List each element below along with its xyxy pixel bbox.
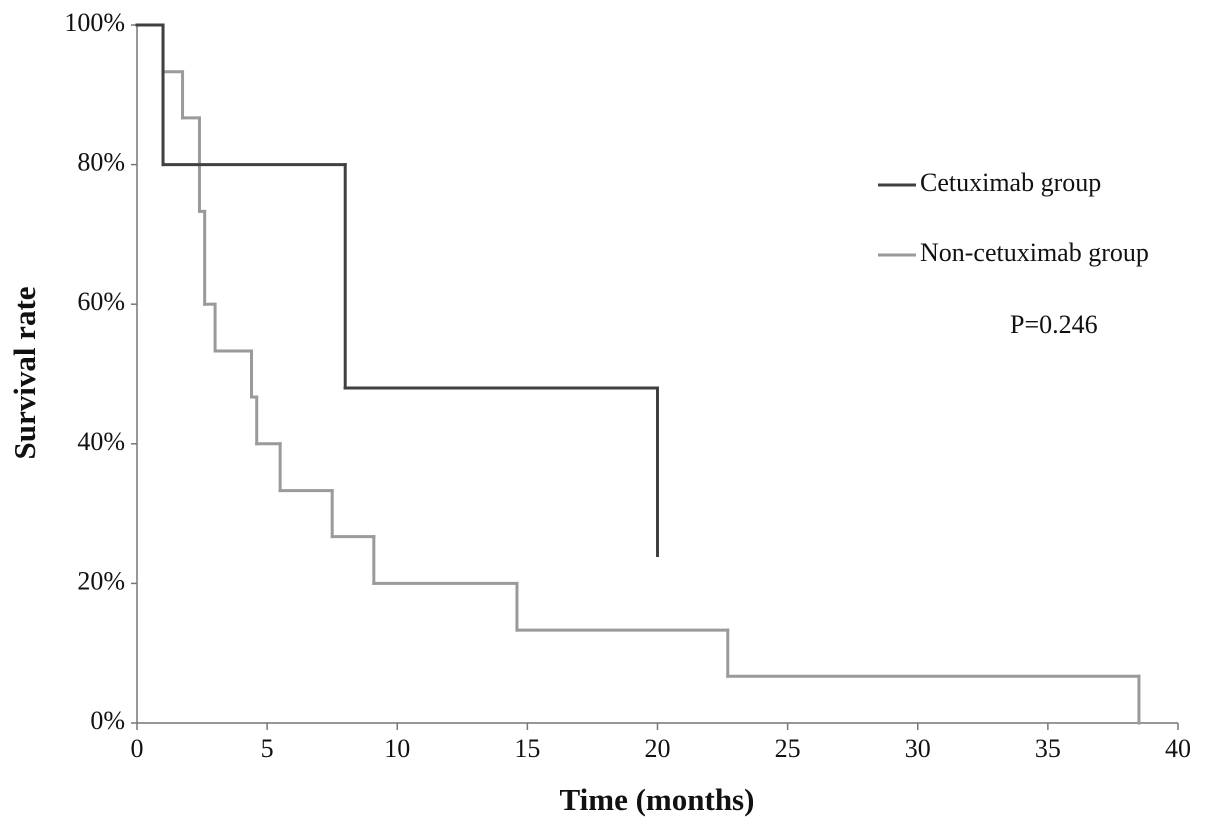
x-tick-label: 25 [775,734,801,763]
x-axis-title: Time (months) [560,782,755,817]
x-tick-label: 35 [1035,734,1061,763]
y-tick-label: 0% [90,706,125,735]
y-axis-title: Survival rate [7,286,42,459]
x-tick-label: 30 [905,734,931,763]
x-tick-label: 5 [261,734,274,763]
x-tick-label: 0 [131,734,144,763]
x-tick-label: 10 [384,734,410,763]
x-tick-label: 15 [514,734,540,763]
y-tick-label: 40% [77,427,125,456]
y-tick-label: 80% [77,148,125,177]
y-tick-label: 20% [77,566,125,595]
x-tick-label: 40 [1165,734,1191,763]
annotation: P=0.246 [1010,310,1098,339]
legend-label: Non-cetuximab group [920,238,1149,267]
legend-label: Cetuximab group [920,168,1101,197]
y-tick-label: 60% [77,287,125,316]
x-tick-label: 20 [645,734,671,763]
y-tick-label: 100% [64,8,125,37]
